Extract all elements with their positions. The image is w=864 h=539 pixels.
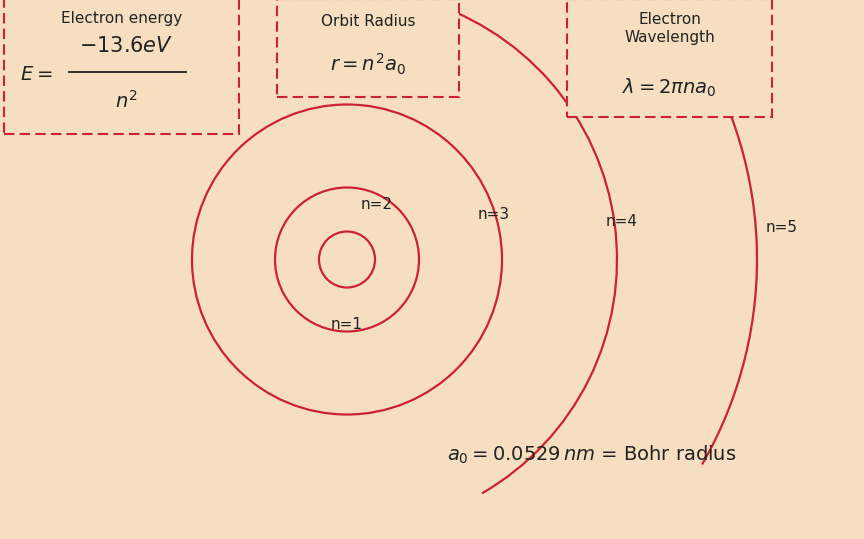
Text: n=4: n=4 [606, 214, 638, 229]
Text: $E =$: $E =$ [20, 65, 52, 84]
Text: $n^2$: $n^2$ [115, 89, 137, 112]
Text: Electron
Wavelength: Electron Wavelength [624, 11, 715, 45]
Text: Electron energy: Electron energy [60, 10, 182, 25]
Text: $r = n^2 a_0$: $r = n^2 a_0$ [330, 52, 406, 77]
Text: n=3: n=3 [478, 207, 510, 222]
FancyBboxPatch shape [277, 0, 459, 98]
FancyBboxPatch shape [4, 0, 239, 135]
Text: $-13.6eV$: $-13.6eV$ [79, 37, 173, 57]
Text: $\lambda = 2\pi n a_0$: $\lambda = 2\pi n a_0$ [622, 77, 717, 99]
FancyBboxPatch shape [567, 0, 772, 118]
Text: n=1: n=1 [331, 317, 363, 332]
Text: n=2: n=2 [361, 197, 393, 212]
Text: n=5: n=5 [766, 220, 798, 235]
Text: $a_0 = 0.0529\,nm$ = Bohr radius: $a_0 = 0.0529\,nm$ = Bohr radius [448, 444, 737, 466]
Text: Orbit Radius: Orbit Radius [321, 13, 416, 29]
